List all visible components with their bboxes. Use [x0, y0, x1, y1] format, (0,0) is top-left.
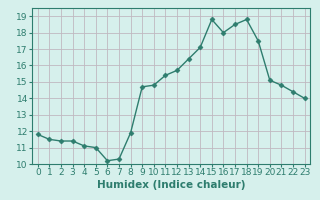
X-axis label: Humidex (Indice chaleur): Humidex (Indice chaleur): [97, 180, 245, 190]
